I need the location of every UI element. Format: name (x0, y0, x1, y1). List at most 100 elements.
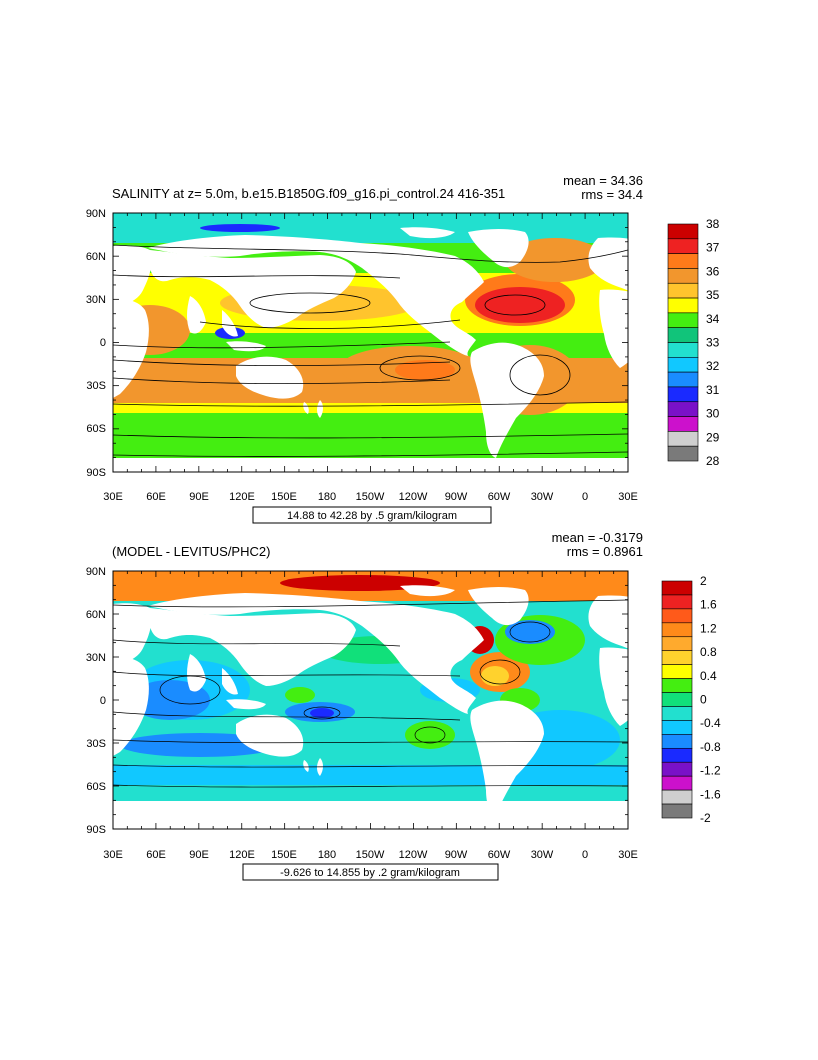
bottom-colorbar-swatch (661, 803, 693, 819)
top-colorbar-label: 29 (706, 430, 720, 444)
bottom-mean-text: mean = -0.3179 (552, 530, 643, 545)
bottom-lon-label: 90E (189, 849, 209, 861)
top-colorbar-label: 37 (706, 241, 720, 255)
top-colorbar-label: 35 (706, 288, 720, 302)
top-lon-label: 120W (399, 491, 428, 503)
top-lon-label: 180 (318, 491, 336, 503)
bottom-lon-label: 30E (618, 849, 638, 861)
top-lon-label: 90E (189, 491, 209, 503)
top-colorbar-label: 30 (706, 407, 720, 421)
top-lat-label: 90N (86, 208, 106, 220)
top-lon-label: 0 (582, 491, 588, 503)
bottom-colorbar-swatch (661, 761, 693, 777)
top-colorbar-swatch (667, 431, 699, 447)
bottom-lat-label: 60N (86, 609, 106, 621)
bottom-lat-label: 90S (86, 824, 106, 836)
top-lon-label: 60E (146, 491, 166, 503)
top-colorbar-label: 31 (706, 383, 720, 397)
bottom-colorbar-label: -0.8 (700, 740, 721, 754)
bottom-rms-text: rms = 0.8961 (567, 544, 643, 559)
top-mean-text: mean = 34.36 (563, 173, 643, 188)
top-colorbar-label: 32 (706, 359, 720, 373)
top-lat-label: 30S (86, 380, 106, 392)
bottom-colorbar-label: -1.6 (700, 787, 721, 801)
top-colorbar-swatch (667, 238, 699, 254)
top-lon-label: 90W (445, 491, 468, 503)
bottom-lon-label: 30W (531, 849, 554, 861)
bottom-colorbar-swatch (661, 678, 693, 693)
top-range-box (252, 506, 492, 524)
top-colorbar-swatch (667, 282, 699, 299)
top-colorbar-swatch (667, 327, 699, 343)
bottom-lon-label: 120E (229, 849, 255, 861)
bottom-lat-label: 30N (86, 652, 106, 664)
bottom-colorbar-swatch (661, 608, 693, 624)
bottom-colorbar-swatch (661, 747, 693, 763)
top-rms-text: rms = 34.4 (581, 187, 643, 202)
top-colorbar-swatch (667, 312, 699, 328)
top-colorbar-swatch (667, 371, 699, 388)
top-lat-label: 60N (86, 251, 106, 263)
top-colorbar-swatch (667, 342, 699, 358)
top-colorbar-swatch (667, 357, 699, 373)
bottom-colorbar-swatch (661, 734, 693, 749)
top-colorbar-label: 33 (706, 336, 720, 350)
bottom-colorbar-label: 2 (700, 574, 707, 588)
bottom-colorbar: 2 1.6 1.2 0.8 0.4 0 -0.4 -0.8 -1.2 -1.6 -2 (661, 574, 721, 825)
top-lat-label: 0 (100, 337, 106, 349)
top-axis-ticks (112, 212, 629, 473)
top-lon-label: 30E (618, 491, 638, 503)
bottom-lon-label: 150W (356, 849, 385, 861)
difference-map (112, 570, 629, 830)
bottom-colorbar-label: -1.2 (700, 764, 721, 778)
top-latitude-labels: 90N 60N 30N 0 30S 60S 90S (86, 208, 106, 479)
bottom-colorbar-label: 0.4 (700, 669, 717, 683)
bottom-colorbar-swatch (661, 664, 693, 679)
top-colorbar-label: 36 (706, 264, 720, 278)
bottom-lat-label: 30S (86, 738, 106, 750)
top-colorbar-swatch (667, 416, 699, 432)
bottom-lon-label: 60W (488, 849, 511, 861)
bottom-lon-label: 120W (399, 849, 428, 861)
bottom-lon-label: 90W (445, 849, 468, 861)
top-colorbar-swatch (667, 401, 699, 417)
bottom-colorbar-swatch (661, 692, 693, 707)
top-colorbar-label: 34 (706, 312, 720, 326)
bottom-lat-label: 60S (86, 781, 106, 793)
bottom-longitude-labels: 30E 60E 90E 120E 150E 180 150W 120W 90W … (103, 849, 638, 861)
bottom-colorbar-swatch (661, 636, 693, 652)
top-colorbar-swatch (667, 223, 699, 240)
bottom-colorbar-label: 0 (700, 693, 707, 707)
bottom-colorbar-label: -0.4 (700, 716, 721, 730)
bottom-colorbar-label: 0.8 (700, 645, 717, 659)
bottom-colorbar-swatch (661, 775, 693, 791)
top-colorbar-swatch (667, 268, 699, 284)
top-lon-label: 30W (531, 491, 554, 503)
bottom-colorbar-swatch (661, 720, 693, 735)
bottom-lon-label: 60E (146, 849, 166, 861)
top-panel-title: SALINITY at z= 5.0m, b.e15.B1850G.f09_g1… (112, 186, 505, 201)
top-lat-label: 30N (86, 294, 106, 306)
top-colorbar-swatch (667, 386, 699, 403)
top-lat-label: 90S (86, 467, 106, 479)
top-colorbar: 38 37 36 35 34 33 32 31 30 29 28 (667, 217, 720, 468)
top-colorbar-swatch (667, 253, 699, 269)
top-lat-label: 60S (86, 423, 106, 435)
bottom-lon-label: 150E (271, 849, 297, 861)
top-colorbar-swatch (667, 445, 699, 462)
bottom-lat-label: 90N (86, 566, 106, 578)
bottom-colorbar-label: 1.2 (700, 621, 717, 635)
top-longitude-labels: 30E 60E 90E 120E 150E 180 150W 120W 90W … (103, 491, 638, 503)
bottom-colorbar-label: -2 (700, 811, 711, 825)
bottom-range-text: -9.626 to 14.855 by .2 gram/kilogram (280, 867, 460, 879)
bottom-lat-label: 0 (100, 695, 106, 707)
bottom-colorbar-swatch (661, 650, 693, 665)
bottom-colorbar-label: 1.6 (700, 598, 717, 612)
salinity-map (112, 212, 629, 473)
top-lon-label: 150W (356, 491, 385, 503)
top-colorbar-label: 28 (706, 454, 720, 468)
top-lon-label: 150E (271, 491, 297, 503)
bottom-lon-label: 0 (582, 849, 588, 861)
